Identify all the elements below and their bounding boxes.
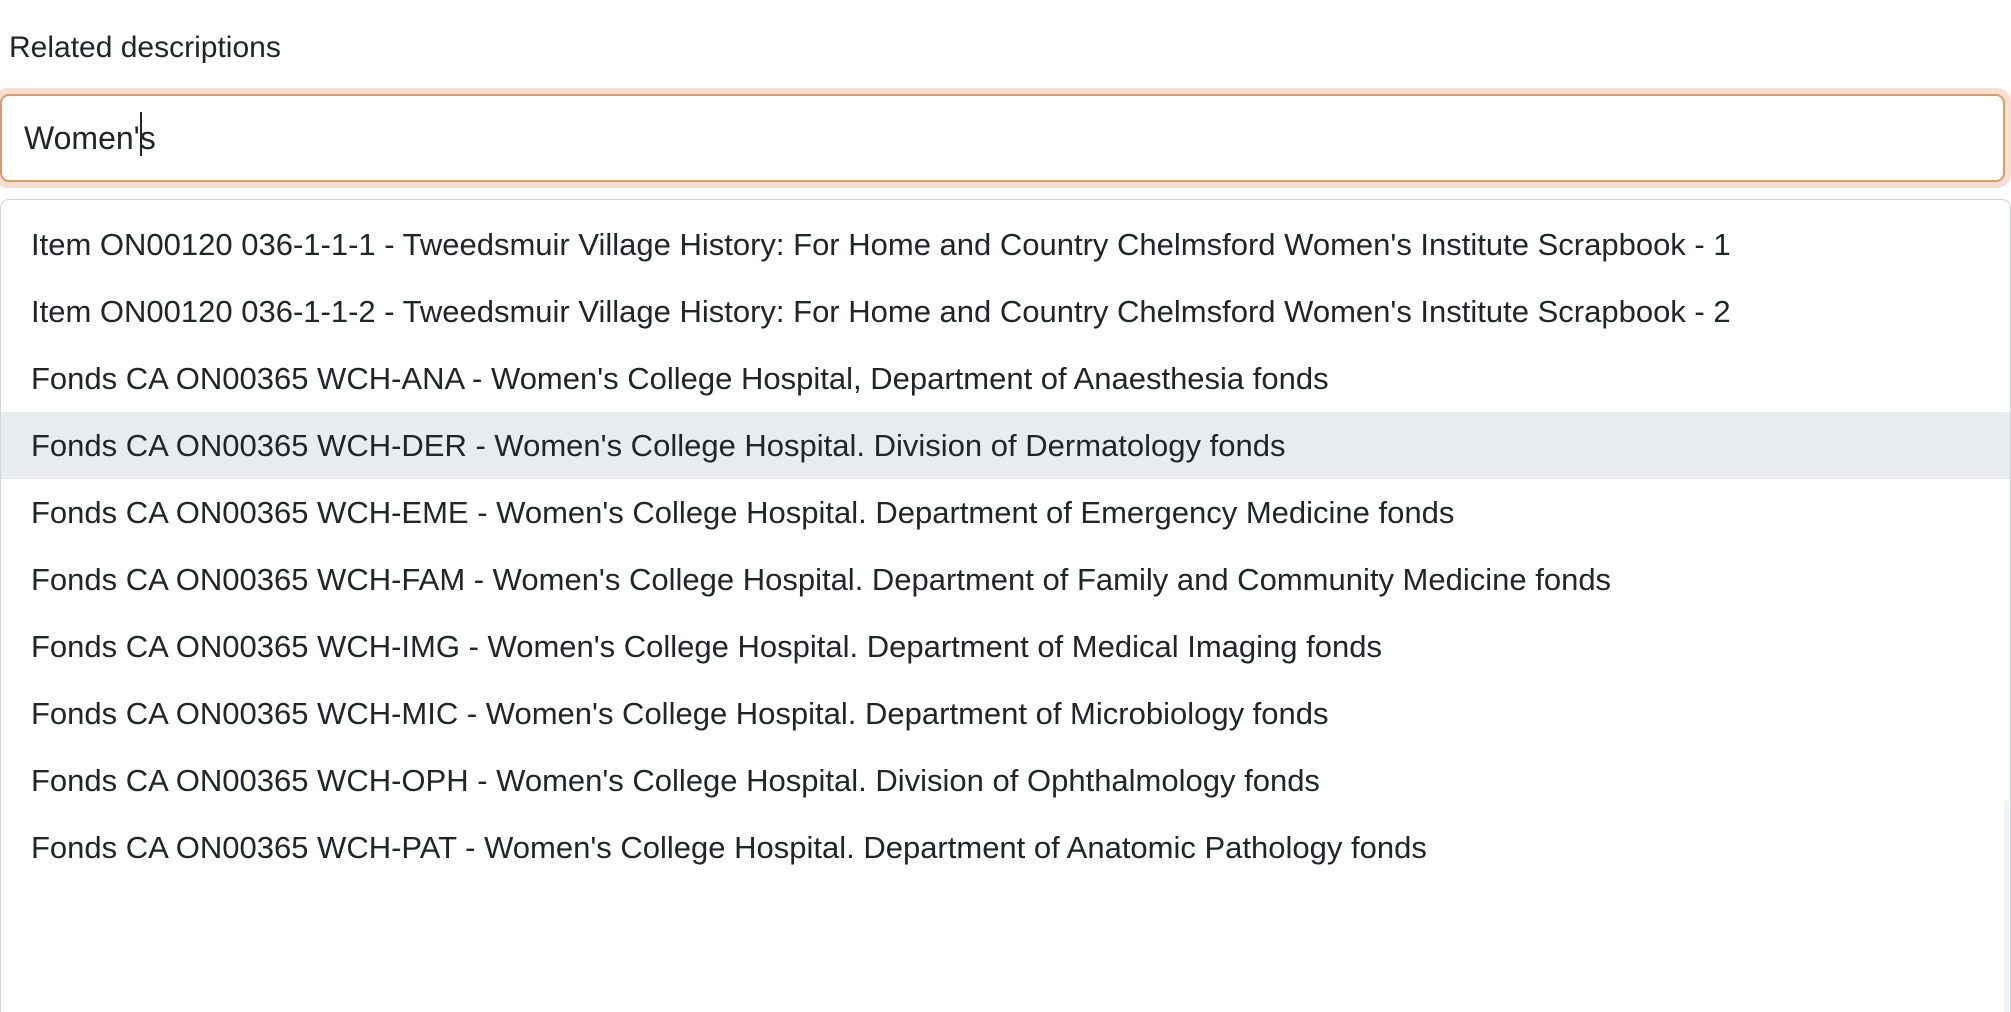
- suggestion-item[interactable]: Fonds CA ON00365 WCH-OPH - Women's Colle…: [1, 747, 2010, 814]
- autocomplete-suggestion-list[interactable]: Item ON00120 036-1-1-1 - Tweedsmuir Vill…: [0, 199, 2011, 1012]
- suggestion-item[interactable]: Fonds CA ON00365 WCH-ANA - Women's Colle…: [1, 345, 2010, 412]
- text-cursor: [140, 112, 142, 156]
- suggestion-item[interactable]: Item ON00120 036-1-1-2 - Tweedsmuir Vill…: [1, 278, 2010, 345]
- suggestion-item[interactable]: Item ON00120 036-1-1-1 - Tweedsmuir Vill…: [1, 211, 2010, 278]
- search-input-focus-ring: [0, 88, 2011, 188]
- suggestion-item[interactable]: Fonds CA ON00365 WCH-FAM - Women's Colle…: [1, 546, 2010, 613]
- related-descriptions-search-input[interactable]: [0, 94, 2005, 182]
- suggestion-item[interactable]: Fonds CA ON00365 WCH-EME - Women's Colle…: [1, 479, 2010, 546]
- suggestion-item[interactable]: Fonds CA ON00365 WCH-PAT - Women's Colle…: [1, 814, 2010, 881]
- suggestion-item[interactable]: Fonds CA ON00365 WCH-IMG - Women's Colle…: [1, 613, 2010, 680]
- suggestion-item-active[interactable]: Fonds CA ON00365 WCH-DER - Women's Colle…: [1, 412, 2010, 479]
- suggestion-list-scrollbar[interactable]: [2004, 800, 2009, 1012]
- related-descriptions-label: Related descriptions: [9, 31, 281, 64]
- suggestion-item[interactable]: Fonds CA ON00365 WCH-MIC - Women's Colle…: [1, 680, 2010, 747]
